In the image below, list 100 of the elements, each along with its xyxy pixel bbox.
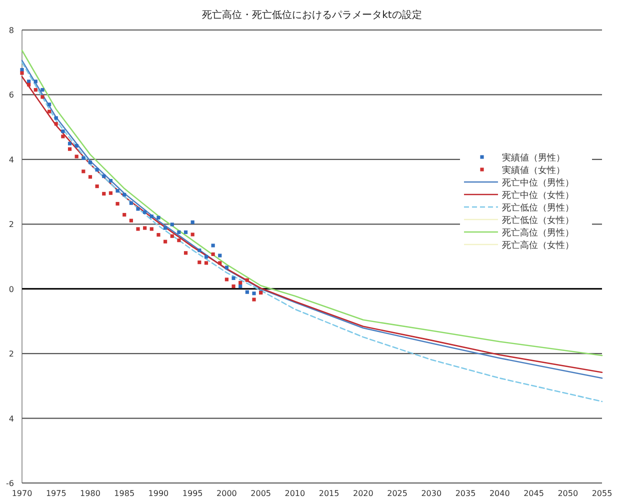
point: [95, 184, 99, 188]
point: [190, 232, 194, 236]
point: [27, 80, 31, 84]
legend-label: 実績値（女性）: [502, 165, 565, 176]
y-tick-label: 2: [8, 350, 14, 359]
y-tick-label: 8: [8, 26, 14, 35]
point: [245, 278, 249, 282]
point: [238, 284, 242, 288]
legend-label: 死亡中位（女性）: [502, 190, 574, 201]
point: [232, 276, 236, 280]
point: [47, 110, 52, 114]
legend-label: 死亡高位（男性）: [502, 228, 574, 238]
point: [54, 122, 58, 126]
point: [218, 261, 222, 265]
point: [224, 278, 229, 282]
point: [74, 154, 78, 158]
chart-title: 死亡高位・死亡低位におけるパラメータktの設定: [202, 9, 422, 21]
legend-label: 死亡低位（男性）: [502, 202, 574, 214]
point: [218, 254, 222, 258]
point: [245, 290, 249, 294]
legend-label: 死亡中位（男性）: [502, 178, 574, 188]
point: [136, 227, 140, 231]
point: [143, 210, 147, 214]
point: [143, 226, 147, 230]
point: [150, 227, 154, 231]
legend-label: 死亡低位（女性）: [502, 215, 574, 226]
point: [20, 71, 24, 75]
point: [47, 102, 52, 106]
point: [129, 201, 133, 205]
x-tick-label: 2020: [352, 489, 374, 498]
y-tick-label: 0: [8, 284, 14, 294]
point: [163, 226, 168, 230]
x-tick-label: 2040: [489, 489, 510, 498]
point: [238, 280, 242, 285]
point: [136, 207, 140, 211]
y-tick-label: 6: [8, 90, 14, 100]
point: [163, 240, 168, 244]
point: [88, 160, 92, 164]
y-tick-label: -6: [6, 479, 14, 488]
point: [129, 218, 133, 222]
x-tick-label: 2030: [421, 489, 442, 498]
point: [61, 129, 65, 134]
x-tick-label: 2010: [284, 489, 306, 498]
point: [40, 88, 44, 92]
point: [108, 178, 113, 183]
y-tick-label: 4: [8, 414, 14, 424]
point: [198, 260, 202, 264]
point: [108, 191, 113, 195]
x-tick-label: 1975: [46, 489, 66, 498]
point: [184, 230, 188, 234]
x-tick-label: 2035: [455, 489, 476, 498]
point: [82, 170, 86, 174]
point: [170, 234, 174, 238]
point: [74, 144, 78, 148]
point: [34, 80, 38, 84]
x-tick-label: 1970: [12, 489, 32, 498]
point: [122, 192, 126, 196]
x-tick-label: 1995: [182, 489, 203, 498]
point: [88, 175, 92, 179]
point: [102, 174, 106, 178]
x-tick-label: 1980: [80, 489, 100, 498]
x-tick-label: 2045: [524, 489, 544, 498]
point: [198, 248, 202, 252]
point: [204, 261, 208, 265]
point: [211, 244, 215, 248]
point: [211, 252, 215, 256]
point: [40, 95, 44, 99]
point: [252, 298, 256, 302]
x-tick-label: 1990: [148, 489, 169, 498]
point: [190, 220, 194, 224]
point: [184, 251, 188, 255]
point: [150, 214, 154, 218]
point: [54, 116, 58, 120]
x-tick-label: 2050: [558, 489, 578, 498]
y-tick-label: 2: [8, 220, 14, 230]
point: [177, 238, 181, 242]
x-tick-label: 2015: [318, 489, 340, 498]
point: [68, 147, 72, 151]
point: [224, 266, 229, 270]
x-tick-label: 2005: [250, 489, 272, 498]
point: [170, 222, 174, 226]
x-tick-label: 2055: [592, 489, 612, 498]
point: [68, 142, 72, 146]
point: [82, 156, 86, 160]
point: [116, 202, 120, 206]
x-tick-label: 1985: [114, 489, 135, 498]
y-tick-label: 4: [8, 155, 14, 164]
point: [34, 88, 38, 92]
x-tick-label: 2025: [387, 489, 408, 498]
point: [232, 284, 236, 288]
point: [122, 212, 126, 217]
point: [252, 292, 256, 296]
point: [156, 216, 160, 220]
legend-label: 死亡高位（女性）: [502, 240, 574, 251]
point: [204, 255, 208, 259]
point: [20, 68, 24, 72]
point: [116, 189, 120, 193]
point: [156, 233, 160, 237]
x-tick-label: 2000: [216, 489, 237, 498]
point: [95, 168, 99, 172]
